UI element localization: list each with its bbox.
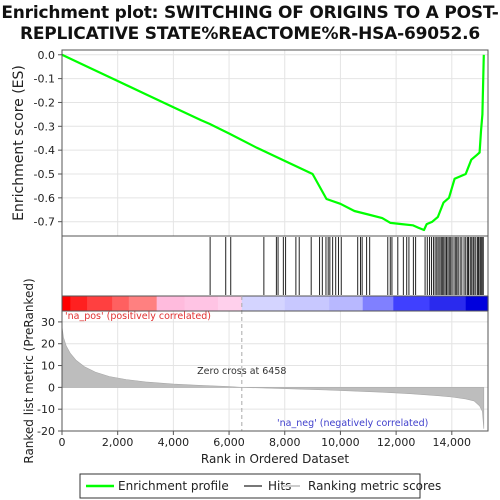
metric-ytick-label: 10 <box>41 360 55 373</box>
metric-y-axis-label: Ranked list metric (PreRanked) <box>22 278 36 463</box>
color-bar-segment <box>393 296 431 311</box>
metric-xtick-label: 14,000 <box>433 436 472 449</box>
legend-label-0: Enrichment profile <box>118 479 229 493</box>
metric-x-axis-label: Rank in Ordered Dataset <box>201 452 349 466</box>
legend-label-2: Ranking metric scores <box>308 479 441 493</box>
es-ytick-label: -0.4 <box>34 144 55 157</box>
color-bar-segment <box>329 296 364 311</box>
metric-panel-bg <box>62 311 488 431</box>
es-ytick-label: -0.1 <box>34 73 55 86</box>
color-bar-segment <box>284 296 330 311</box>
metric-ytick-label: -20 <box>37 425 55 438</box>
metric-xtick-label: 10,000 <box>321 436 360 449</box>
metric-xtick-label: 6,000 <box>213 436 245 449</box>
metric-ytick-label: 30 <box>41 316 55 329</box>
chart-title-line-2: REPLICATIVE STATE%REACTOME%R-HSA-69052.6 <box>19 24 481 44</box>
es-ytick-label: -0.3 <box>34 120 55 133</box>
legend: Enrichment profile Hits Ranking metric sco… <box>79 473 441 499</box>
color-bar-segment <box>465 296 489 311</box>
es-axis-label: Enrichment score (ES) <box>11 65 27 221</box>
color-bar-segment <box>429 296 467 311</box>
metric-xtick-label: 2,000 <box>102 436 134 449</box>
chart-title-line-1: Enrichment plot: SWITCHING OF ORIGINS TO… <box>1 3 499 23</box>
es-ytick-label: -0.7 <box>34 216 55 229</box>
color-bar-segment <box>156 296 186 311</box>
es-ytick-label: -0.2 <box>34 96 55 109</box>
es-ytick-label: 0.0 <box>38 49 56 62</box>
metric-xtick-label: 12,000 <box>377 436 416 449</box>
color-bar-segment <box>87 296 113 311</box>
metric-ytick-label: 20 <box>41 338 55 351</box>
color-bar-segment <box>362 296 394 311</box>
metric-ytick-label: -10 <box>37 403 55 416</box>
color-bar-segment <box>128 296 158 311</box>
color-bar-segment <box>62 296 71 311</box>
metric-ytick-label: 0 <box>48 381 55 394</box>
es-ytick-label: -0.5 <box>34 168 55 181</box>
es-ytick-label: -0.6 <box>34 192 55 205</box>
metric-panel-frame <box>61 310 489 432</box>
color-bar-segment <box>241 296 286 311</box>
metric-xtick-label: 8,000 <box>269 436 301 449</box>
ranking-metric-area <box>61 326 485 429</box>
negative-correlation-label: 'na_neg' (negatively correlated) <box>277 418 428 429</box>
color-bar-segment <box>112 296 130 311</box>
metric-xtick-label: 0 <box>59 436 66 449</box>
hits-panel-frame <box>61 235 489 297</box>
es-panel-bg <box>62 50 488 236</box>
color-bar-segment <box>184 296 219 311</box>
metric-xtick-label: 4,000 <box>158 436 190 449</box>
color-bar-segment <box>70 296 88 311</box>
color-bar-segment <box>217 296 243 311</box>
positive-correlation-label: 'na_pos' (positively correlated) <box>65 311 211 322</box>
legend-label-1: Hits <box>268 479 291 493</box>
zero-cross-label: Zero cross at 6458 <box>197 366 286 377</box>
enrichment-profile-line <box>61 53 485 232</box>
